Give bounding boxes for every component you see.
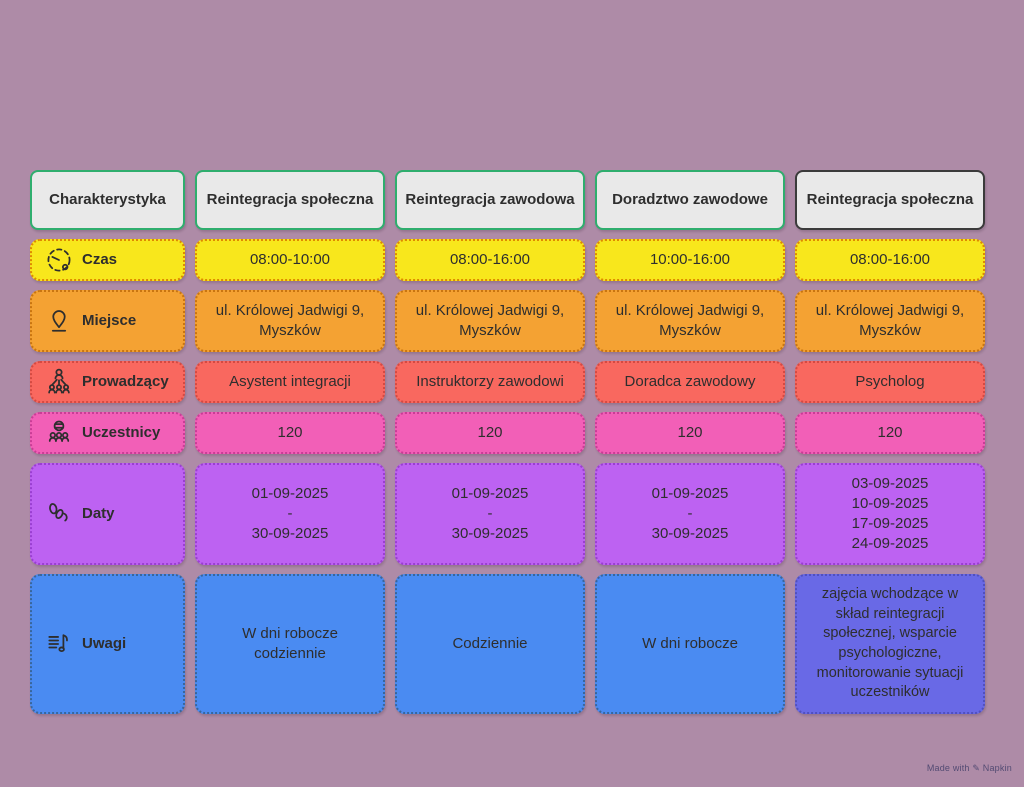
cell-czas-3: 10:00-16:00 [595, 239, 785, 281]
presenter-group-icon [44, 367, 74, 397]
participants-group-icon [44, 418, 74, 448]
cell-uczestnicy-1: 120 [195, 412, 385, 454]
clock-icon [44, 245, 74, 275]
header-col-4: Reintegracja społeczna [795, 170, 985, 230]
header-characteristic: Charakterystyka [30, 170, 185, 230]
cell-czas-4: 08:00-16:00 [795, 239, 985, 281]
note-lines-icon [44, 629, 74, 659]
row-label-text: Uwagi [82, 634, 127, 652]
row-label-text: Daty [82, 504, 115, 522]
row-label-text: Miejsce [82, 311, 137, 329]
cell-miejsce-4: ul. Królowej Jadwigi 9, Myszków [795, 290, 985, 352]
cell-uwagi-4: zajęcia wchodzące w skład reintegracji s… [795, 574, 985, 714]
cell-uczestnicy-3: 120 [595, 412, 785, 454]
row-label-uczestnicy: Uczestnicy [30, 412, 185, 454]
row-label-text: Uczestnicy [82, 423, 161, 441]
cell-uwagi-1: W dni robocze codziennie [195, 574, 385, 714]
row-label-czas: Czas [30, 239, 185, 281]
cell-miejsce-1: ul. Królowej Jadwigi 9, Myszków [195, 290, 385, 352]
cell-daty-1: 01-09-2025 - 30-09-2025 [195, 463, 385, 565]
header-col-1: Reintegracja społeczna [195, 170, 385, 230]
cell-czas-2: 08:00-16:00 [395, 239, 585, 281]
cell-prowadzacy-4: Psycholog [795, 361, 985, 403]
cell-daty-2: 01-09-2025 - 30-09-2025 [395, 463, 585, 565]
row-label-prowadzacy: Prowadzący [30, 361, 185, 403]
schedule-table: Charakterystyka Reintegracja społeczna R… [30, 170, 985, 714]
cell-prowadzacy-3: Doradca zawodowy [595, 361, 785, 403]
cell-czas-1: 08:00-10:00 [195, 239, 385, 281]
location-pin-icon [44, 306, 74, 336]
cell-daty-3: 01-09-2025 - 30-09-2025 [595, 463, 785, 565]
row-label-text: Prowadzący [82, 372, 169, 390]
header-col-3: Doradztwo zawodowe [595, 170, 785, 230]
cell-uczestnicy-4: 120 [795, 412, 985, 454]
cell-daty-4: 03-09-2025 10-09-2025 17-09-2025 24-09-2… [795, 463, 985, 565]
cell-uwagi-3: W dni robocze [595, 574, 785, 714]
napkin-watermark: Made with ✎ Napkin [926, 763, 1012, 773]
row-label-miejsce: Miejsce [30, 290, 185, 352]
row-label-text: Czas [82, 250, 118, 268]
cell-prowadzacy-2: Instruktorzy zawodowi [395, 361, 585, 403]
cell-uwagi-2: Codziennie [395, 574, 585, 714]
cell-miejsce-3: ul. Królowej Jadwigi 9, Myszków [595, 290, 785, 352]
cell-prowadzacy-1: Asystent integracji [195, 361, 385, 403]
date-fruits-icon [44, 499, 74, 529]
row-label-uwagi: Uwagi [30, 574, 185, 714]
row-label-daty: Daty [30, 463, 185, 565]
cell-uczestnicy-2: 120 [395, 412, 585, 454]
cell-miejsce-2: ul. Królowej Jadwigi 9, Myszków [395, 290, 585, 352]
header-col-2: Reintegracja zawodowa [395, 170, 585, 230]
